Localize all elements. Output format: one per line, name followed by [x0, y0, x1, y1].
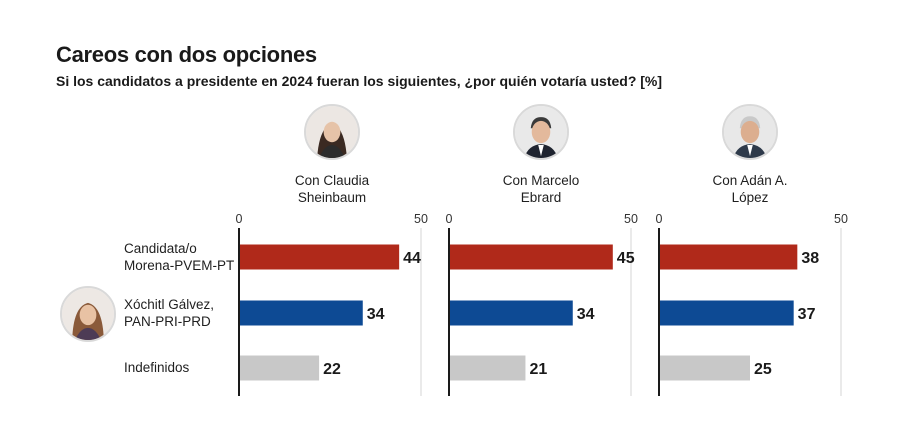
panel-label-line: López	[731, 190, 769, 205]
data-label: 25	[754, 361, 772, 378]
row-label-line: Morena-PVEM-PT	[124, 258, 235, 273]
bar	[449, 355, 526, 381]
row-label-morena: Candidata/o Morena-PVEM-PT	[124, 240, 234, 274]
bar	[659, 244, 798, 270]
row-label-line: PAN-PRI-PRD	[124, 314, 211, 329]
panel-label-line: Con Claudia	[294, 173, 370, 188]
bar	[449, 244, 613, 270]
tick-label: 0	[236, 212, 243, 226]
data-label: 37	[798, 306, 816, 323]
chart-title: Careos con dos opciones	[56, 42, 317, 67]
tick-label: 50	[624, 212, 638, 226]
panel-label-line: Con Adán A.	[712, 173, 788, 188]
portrait-adan-augusto-lopez-icon	[722, 104, 778, 160]
data-label: 21	[529, 361, 547, 378]
portrait-marcelo-ebrard-icon	[513, 104, 569, 160]
row-label-opposition: Xóchitl Gálvez, PAN-PRI-PRD	[124, 296, 214, 330]
panel-label-line: Sheinbaum	[297, 190, 367, 205]
data-label: 38	[801, 250, 819, 267]
tick-label: 50	[414, 212, 428, 226]
bar	[239, 244, 400, 270]
panel-label-line: Con Marcelo	[502, 173, 580, 188]
row-label-line: Candidata/o	[124, 241, 197, 256]
tick-label: 0	[656, 212, 663, 226]
panel-label-claudia: Con Claudia Sheinbaum	[242, 172, 422, 206]
tick-label: 50	[834, 212, 848, 226]
chart-subtitle: Si los candidatos a presidente en 2024 f…	[56, 73, 663, 89]
row-label-line: Indefinidos	[124, 360, 190, 375]
portrait-xochitl-galvez-icon	[60, 286, 116, 342]
portrait-claudia-sheinbaum-icon	[304, 104, 360, 160]
bar	[239, 355, 320, 381]
tick-label: 0	[446, 212, 453, 226]
panel-label-line: Ebrard	[520, 190, 562, 205]
bar	[659, 300, 794, 326]
data-label: 34	[367, 306, 385, 323]
panel-label-adan: Con Adán A. López	[660, 172, 840, 206]
bar	[659, 355, 750, 381]
data-label: 34	[577, 306, 595, 323]
bar	[239, 300, 363, 326]
data-label: 22	[323, 361, 341, 378]
data-label: 45	[617, 250, 635, 267]
data-label: 44	[403, 250, 421, 267]
bar	[449, 300, 573, 326]
row-label-line: Xóchitl Gálvez,	[124, 297, 215, 312]
row-label-undecided: Indefinidos	[124, 359, 189, 376]
panel-label-marcelo: Con Marcelo Ebrard	[451, 172, 631, 206]
